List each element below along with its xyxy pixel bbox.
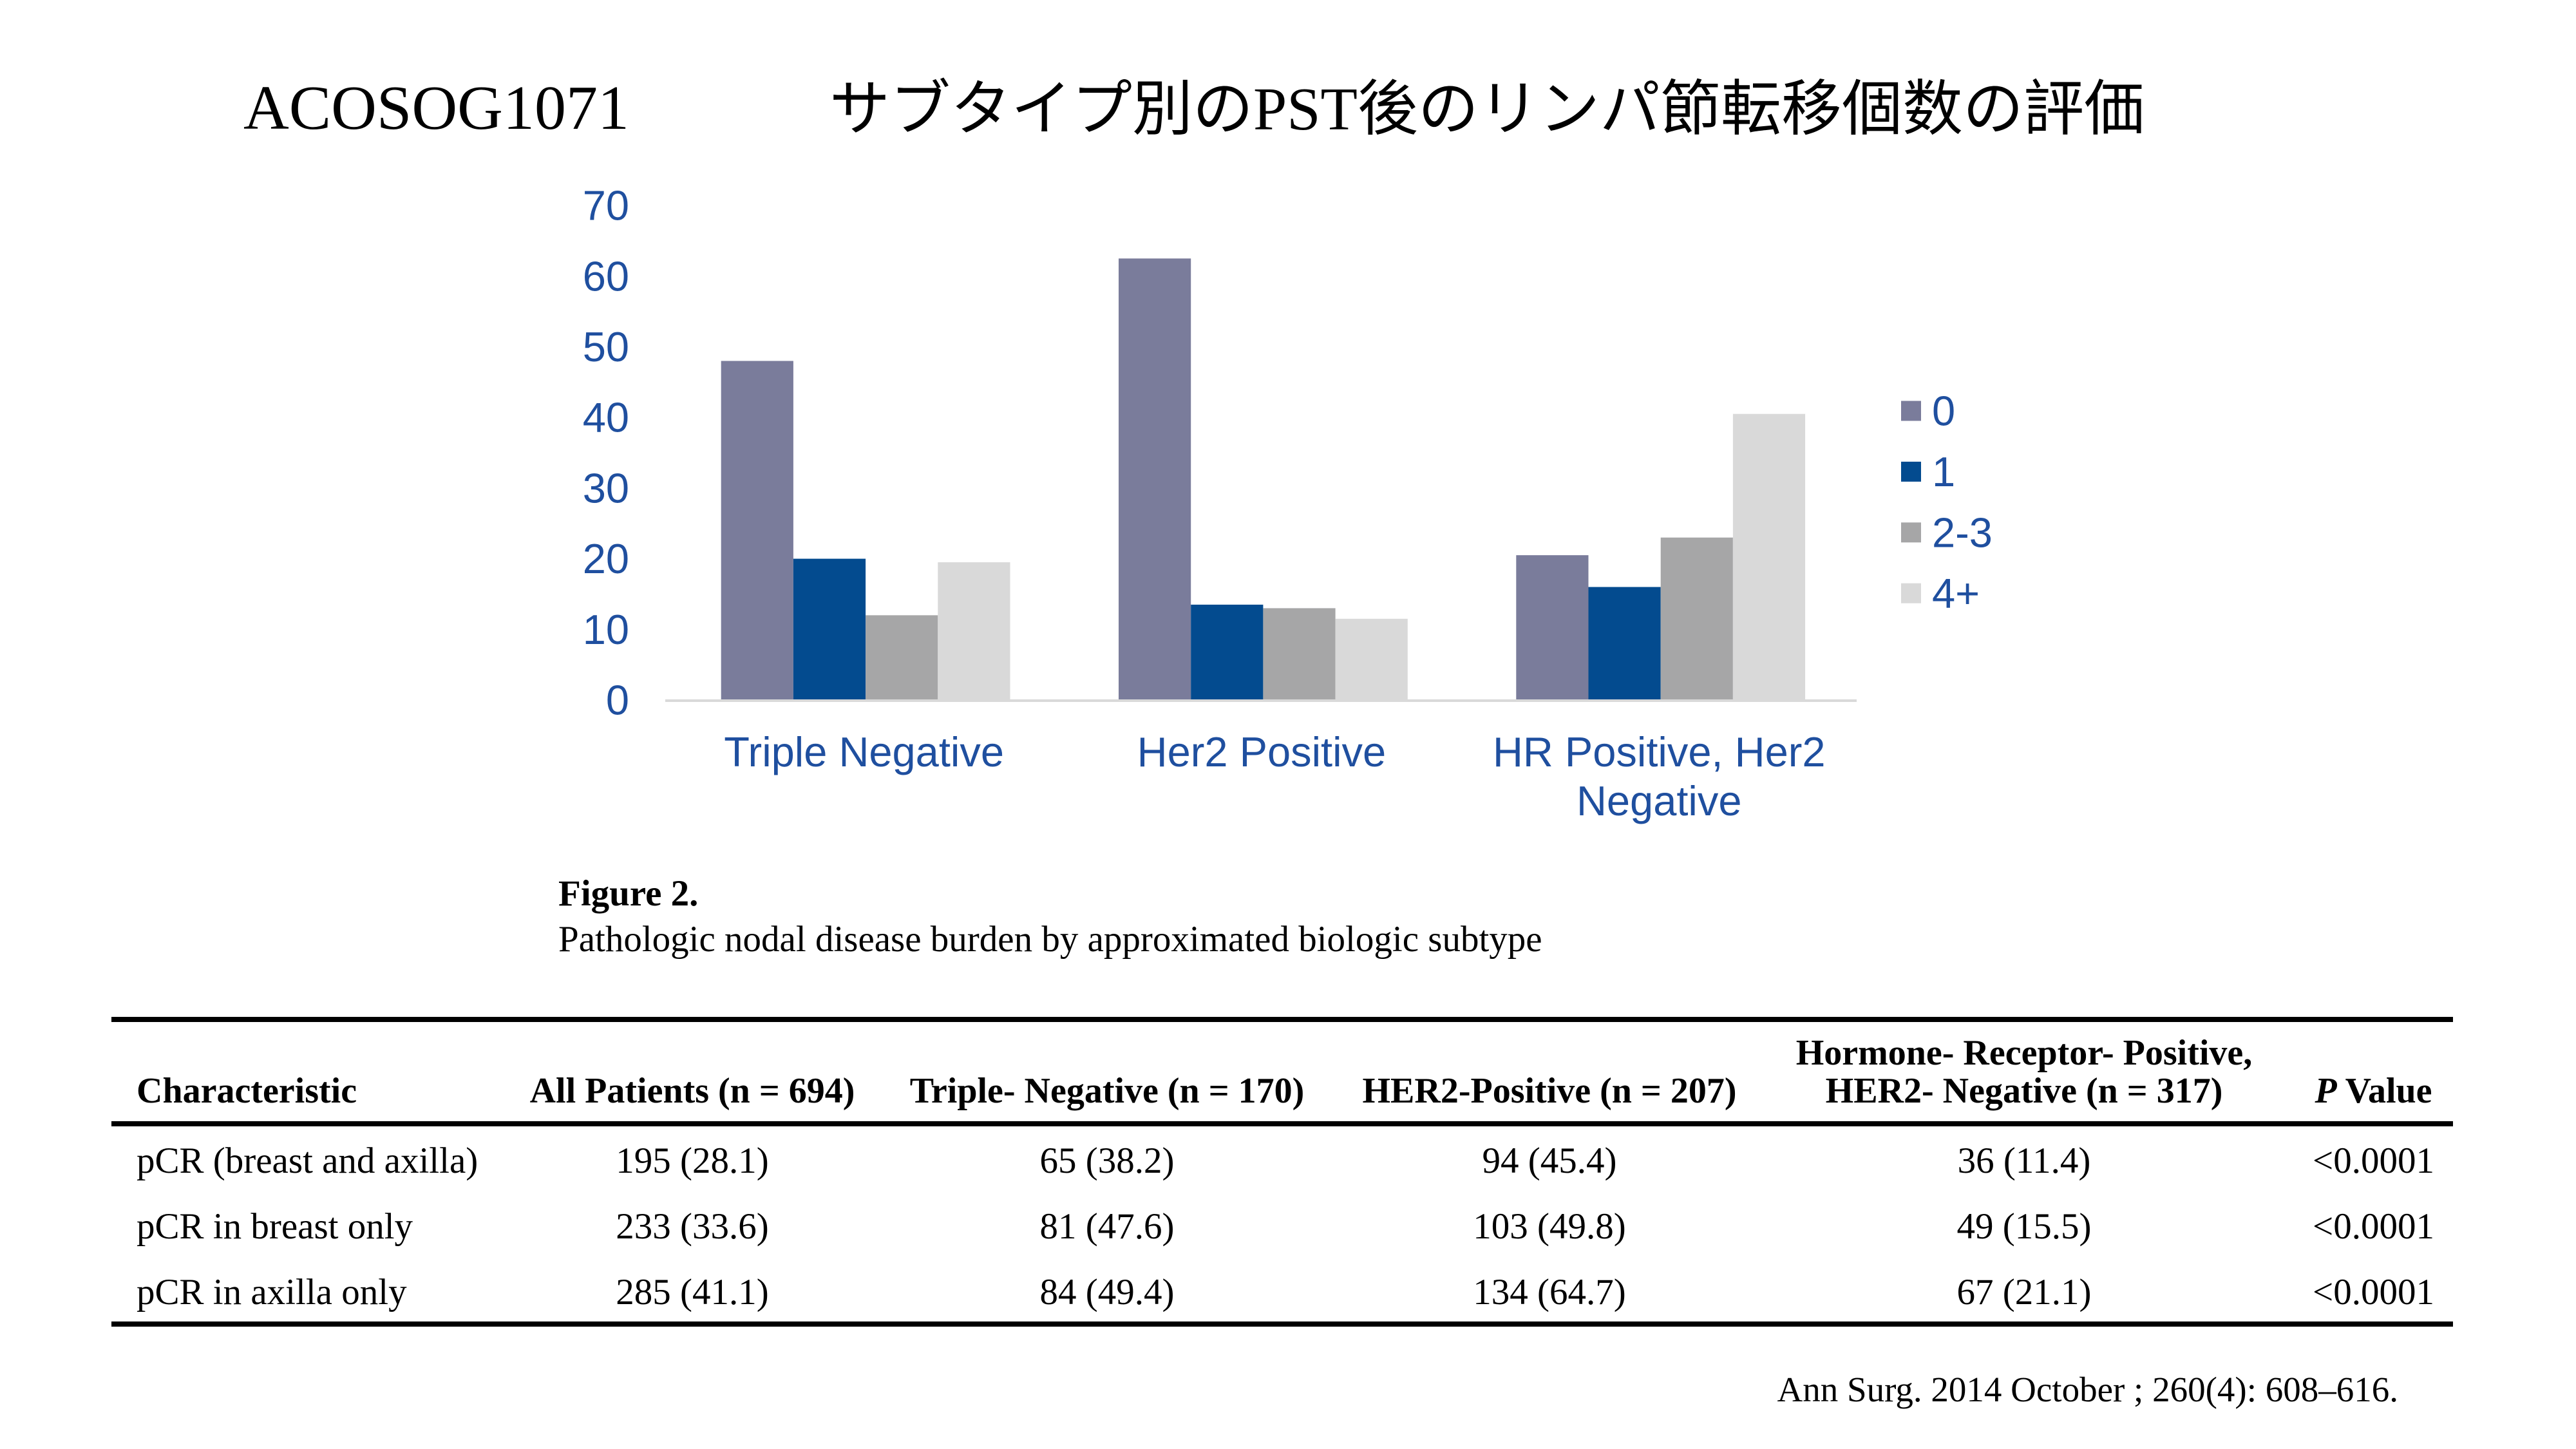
x-axis-category-labels: Triple Negative Her2 Positive HR Positive,… — [724, 728, 1826, 824]
legend-item: 1 — [1901, 448, 1955, 495]
header-p-value: P Value — [2294, 1072, 2453, 1110]
table-header-rule — [111, 1121, 2453, 1126]
figure-label: Figure 2. — [558, 873, 699, 914]
cell-all-patients: 285 (41.1) — [616, 1272, 769, 1312]
legend-label: 0 — [1932, 388, 1955, 435]
header-p-value-label: Value — [2345, 1071, 2432, 1111]
legend-swatch — [1901, 461, 1921, 482]
y-tick-label: 40 — [583, 394, 629, 441]
header-p-value-italic: P — [2315, 1071, 2337, 1111]
bars — [721, 258, 1806, 700]
cell-her2-positive: 103 (49.8) — [1473, 1206, 1626, 1247]
y-tick-label: 50 — [583, 323, 629, 370]
x-category-label: Triple Negative — [724, 728, 1004, 775]
cell-p-value: <0.0001 — [2313, 1141, 2434, 1181]
bar-her2-positive-nodes-1 — [1191, 604, 1264, 700]
y-tick-label: 60 — [583, 252, 629, 299]
x-category-label: Her2 Positive — [1137, 728, 1387, 775]
bar-triple-negative-nodes-0 — [721, 361, 793, 700]
row-characteristic: pCR in axilla only — [137, 1272, 407, 1312]
citation: Ann Surg. 2014 October ; 260(4): 608–616… — [1777, 1370, 2398, 1409]
legend-swatch — [1901, 401, 1921, 421]
trial-name-title: ACOSOG1071 — [243, 73, 629, 143]
y-tick-label: 20 — [583, 535, 629, 582]
slide-title: サブタイプ別のPST後のリンパ節転移個数の評価 — [829, 76, 2145, 143]
bar-triple-negative-nodes-2-3 — [866, 615, 938, 700]
table-row: pCR in breast only 233 (33.6) 81 (47.6) … — [111, 1194, 2453, 1260]
cell-hr-positive-her2-negative: 49 (15.5) — [1956, 1206, 2092, 1247]
cell-hr-positive-her2-negative: 36 (11.4) — [1957, 1141, 2091, 1181]
bar-hr-positive-her2-negative-nodes-2-3 — [1660, 537, 1733, 700]
header-triple-negative: Triple- Negative (n = 170) — [909, 1071, 1305, 1111]
bar-her2-positive-nodes-0 — [1119, 258, 1191, 700]
cell-all-patients: 195 (28.1) — [616, 1141, 769, 1181]
legend-item: 4+ — [1901, 570, 1980, 617]
cell-all-patients: 233 (33.6) — [616, 1206, 769, 1247]
bar-hr-positive-her2-negative-nodes-0 — [1516, 555, 1589, 700]
y-tick-label: 0 — [606, 677, 629, 724]
header-all-patients: All Patients (n = 694) — [529, 1071, 855, 1111]
legend-swatch — [1901, 522, 1921, 543]
y-tick-label: 70 — [583, 182, 629, 229]
x-category-label: HR Positive, Her2 Negative — [1492, 728, 1826, 824]
legend-label: 2-3 — [1932, 509, 1993, 556]
legend-label: 4+ — [1932, 570, 1980, 617]
figure-caption: Pathologic nodal disease burden by appro… — [558, 919, 1542, 960]
row-characteristic: pCR in breast only — [137, 1206, 413, 1247]
bar-her2-positive-nodes-4 — [1335, 618, 1408, 700]
bar-her2-positive-nodes-2-3 — [1263, 608, 1336, 700]
cell-her2-positive: 134 (64.7) — [1473, 1272, 1626, 1312]
cell-triple-negative: 81 (47.6) — [1039, 1206, 1175, 1247]
legend-item: 2-3 — [1901, 509, 1993, 556]
bar-hr-positive-her2-negative-nodes-1 — [1588, 587, 1661, 700]
bar-triple-negative-nodes-4 — [938, 562, 1010, 700]
y-tick-label: 30 — [583, 464, 629, 511]
bar-hr-positive-her2-negative-nodes-4 — [1732, 413, 1806, 700]
cell-p-value: <0.0001 — [2313, 1206, 2434, 1247]
table-bottom-rule — [111, 1321, 2453, 1327]
cell-her2-positive: 94 (45.4) — [1482, 1141, 1617, 1181]
y-axis: 0 10 20 30 40 50 60 70 — [583, 182, 629, 724]
legend-swatch — [1901, 583, 1921, 603]
header-her2-positive: HER2-Positive (n = 207) — [1362, 1071, 1737, 1111]
table-row: pCR (breast and axilla) 195 (28.1) 65 (3… — [111, 1128, 2453, 1194]
legend: 0 1 2-3 4+ — [1901, 388, 1993, 617]
legend-label: 1 — [1932, 448, 1955, 495]
bar-triple-negative-nodes-1 — [793, 558, 866, 700]
table-row: pCR in axilla only 285 (41.1) 84 (49.4) … — [111, 1260, 2453, 1325]
cell-triple-negative: 65 (38.2) — [1039, 1141, 1175, 1181]
cell-hr-positive-her2-negative: 67 (21.1) — [1956, 1272, 2092, 1312]
header-characteristic: Characteristic — [137, 1071, 357, 1111]
cell-triple-negative: 84 (49.4) — [1039, 1272, 1175, 1312]
cell-p-value: <0.0001 — [2313, 1272, 2434, 1312]
table-top-rule — [111, 1017, 2453, 1022]
legend-item: 0 — [1901, 388, 1955, 435]
bar-chart: 0 10 20 30 40 50 60 70 0 1 2-3 4+ — [583, 182, 1993, 724]
y-tick-label: 10 — [583, 606, 629, 653]
row-characteristic: pCR (breast and axilla) — [137, 1141, 478, 1181]
table-header-row: Characteristic All Patients (n = 694) Tr… — [111, 1030, 2453, 1110]
header-hr-positive-her2-negative: Hormone- Receptor- Positive, HER2- Negat… — [1795, 1033, 2253, 1111]
